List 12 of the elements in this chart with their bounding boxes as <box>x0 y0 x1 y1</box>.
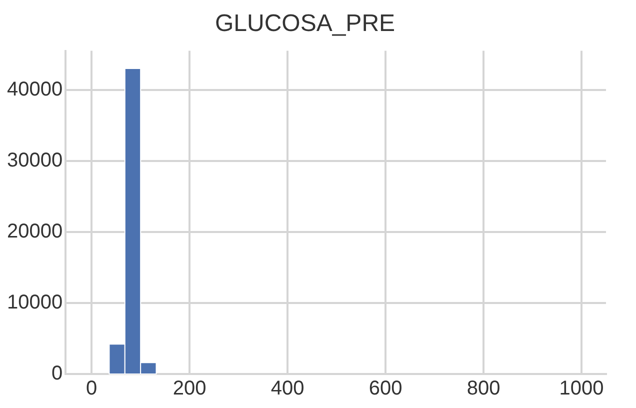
x-tick-label: 0 <box>86 378 98 400</box>
y-tick-label: 20000 <box>6 220 63 242</box>
x-tick-label: 800 <box>466 378 500 400</box>
x-tick-label: 400 <box>270 378 304 400</box>
x-tick-label: 200 <box>172 378 206 400</box>
x-tick-label: 600 <box>368 378 402 400</box>
y-tick-label: 0 <box>51 362 63 385</box>
chart-title: GLUCOSA_PRE <box>214 10 396 38</box>
y-tick-label: 40000 <box>6 78 63 100</box>
x-tick-label: 1000 <box>559 378 604 400</box>
y-tick-label: 30000 <box>6 149 63 172</box>
y-tick-label: 10000 <box>6 291 63 314</box>
